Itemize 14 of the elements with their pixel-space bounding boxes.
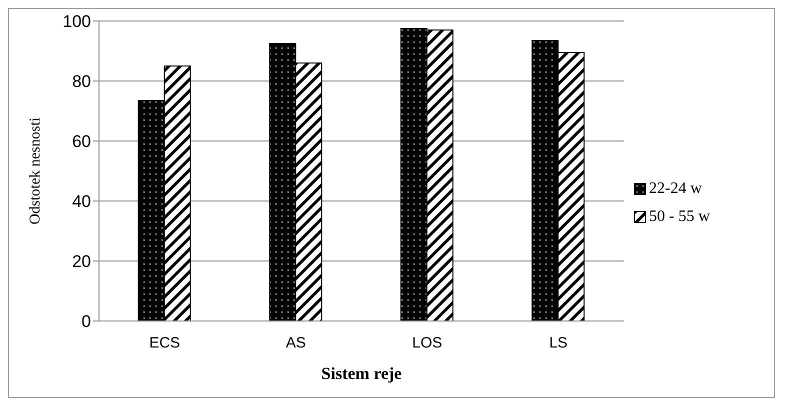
legend-label: 50 - 55 w (649, 208, 710, 226)
y-tick-label: 40 (72, 192, 91, 212)
legend-label: 22-24 w (649, 180, 702, 198)
x-axis-title: Sistem reje (321, 364, 402, 383)
y-tick-label: 20 (72, 252, 91, 272)
x-tick-label: AS (286, 334, 306, 352)
x-tick-label: LS (549, 334, 568, 352)
x-tick-label: ECS (149, 334, 180, 352)
y-tick-label: 60 (72, 132, 91, 152)
y-tick-label: 0 (82, 312, 91, 332)
y-tick-label: 100 (62, 12, 91, 32)
y-axis-title: Odstotek nesnosti (27, 117, 44, 225)
x-tick-label: LOS (412, 334, 442, 352)
y-tick-label: 80 (72, 72, 91, 92)
